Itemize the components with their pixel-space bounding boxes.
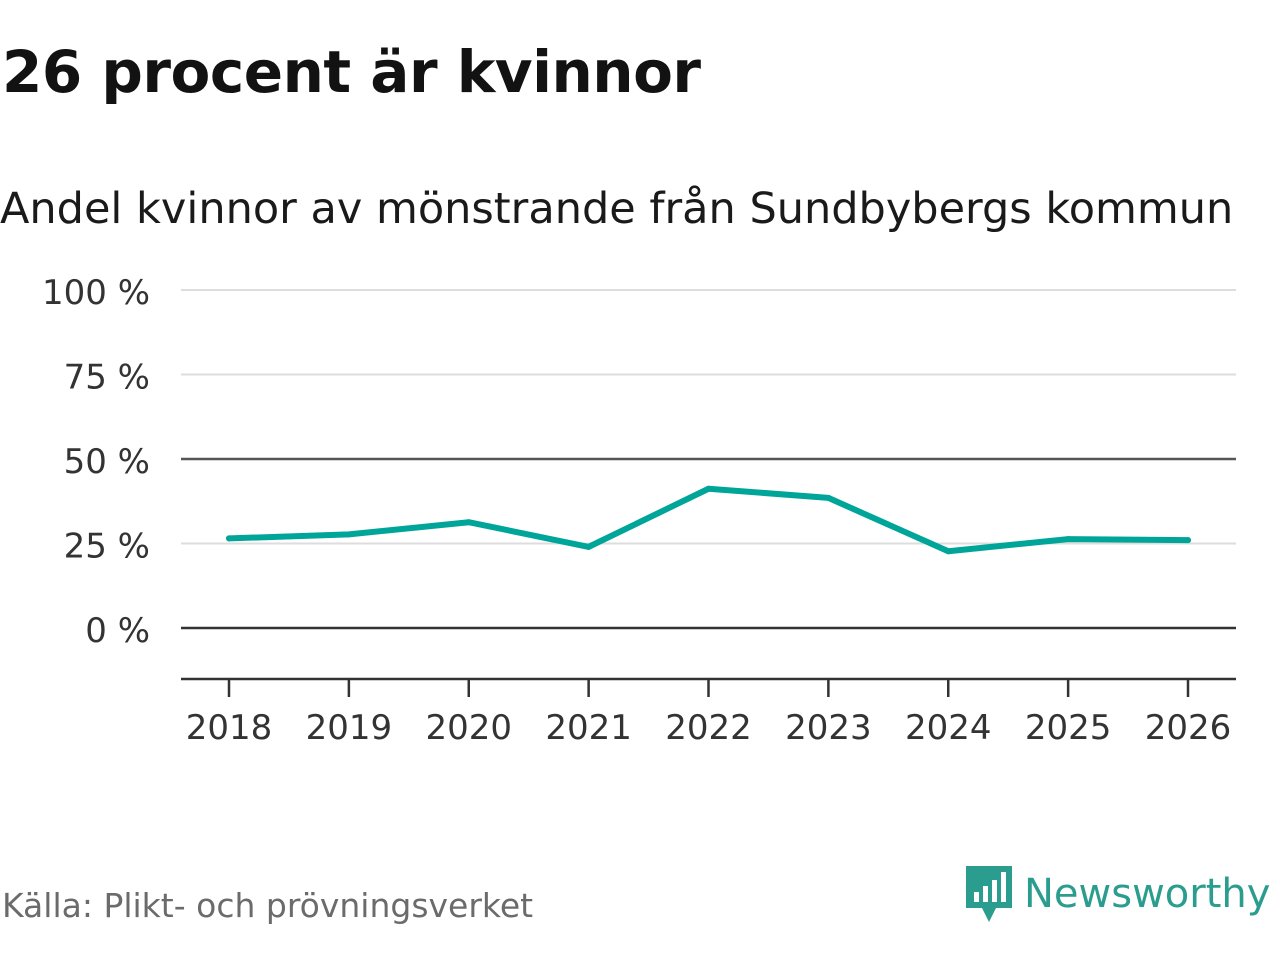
y-tick-label: 75 %: [64, 358, 150, 398]
source-note: Källa: Plikt- och prövningsverket: [2, 886, 534, 925]
x-tick-label: 2023: [785, 708, 872, 748]
brand-name: Newsworthy: [1024, 871, 1271, 917]
bar-chart-flag-icon: [966, 866, 1012, 922]
data-point: [945, 548, 952, 555]
x-tick-label: 2019: [306, 708, 393, 748]
x-tick-label: 2025: [1025, 708, 1112, 748]
y-tick-label: 100 %: [42, 273, 150, 313]
x-tick-label: 2018: [186, 708, 273, 748]
data-point: [465, 519, 472, 526]
y-tick-label: 25 %: [64, 527, 150, 567]
chart-title: Andel kvinnor av mönstrande från Sundbyb…: [0, 184, 1234, 234]
data-point: [1185, 537, 1191, 544]
data-point: [226, 535, 232, 542]
y-tick-label: 50 %: [64, 442, 150, 482]
x-tick-label: 2026: [1145, 708, 1232, 748]
x-tick-label: 2021: [545, 708, 632, 748]
x-tick-label: 2020: [425, 708, 512, 748]
data-point: [825, 494, 832, 501]
data-point: [345, 531, 352, 538]
y-tick-label: 0 %: [85, 611, 150, 651]
data-point: [705, 485, 712, 492]
series-line: [226, 485, 1191, 555]
line-chart: 0 % 25 % 50 % 75 % 100 % 2018 2019 2020 2021 2022…: [42, 273, 1236, 748]
brand-logo: Newsworthy: [964, 864, 1270, 924]
x-tick-label: 2022: [665, 708, 752, 748]
data-point: [1065, 536, 1072, 543]
headline: 26 procent är kvinnor: [2, 38, 701, 106]
data-point: [585, 543, 592, 550]
x-tick-label: 2024: [905, 708, 992, 748]
